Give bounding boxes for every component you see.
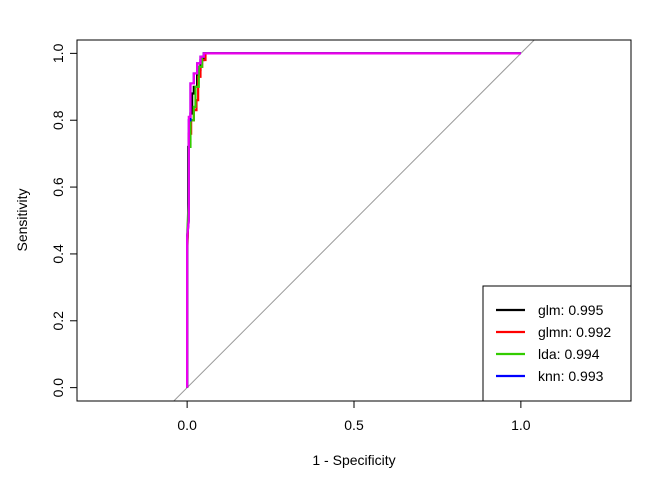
y-axis-label: Sensitivity [14,188,30,251]
legend-box [482,285,632,402]
reference-diagonal-line [173,40,535,401]
x-tick-label: 0.0 [177,417,197,433]
plot-layer [173,40,535,401]
y-tick-label: 0.6 [50,177,66,197]
roc-curve-series-4 [186,52,521,388]
legend-label-glmn: glmn: 0.992 [538,324,611,340]
x-tick-label: 0.5 [344,417,364,433]
legend-label-knn: knn: 0.993 [538,368,604,384]
legend: glm: 0.995 glmn: 0.992 lda: 0.994 knn: 0.99… [482,285,632,402]
legend-label-lda: lda: 0.994 [538,346,600,362]
y-tick-label: 0.2 [50,311,66,331]
y-axis: 0.0 0.2 0.4 0.6 0.8 1.0 [50,43,78,398]
x-tick-label: 1.0 [511,417,531,433]
y-tick-label: 1.0 [50,43,66,63]
x-axis-label: 1 - Specificity [312,452,395,468]
y-tick-label: 0.0 [50,378,66,398]
x-axis: 0.0 0.5 1.0 [177,400,531,433]
y-tick-label: 0.8 [50,110,66,130]
y-tick-label: 0.4 [50,244,66,264]
legend-label-glm: glm: 0.995 [538,302,604,318]
